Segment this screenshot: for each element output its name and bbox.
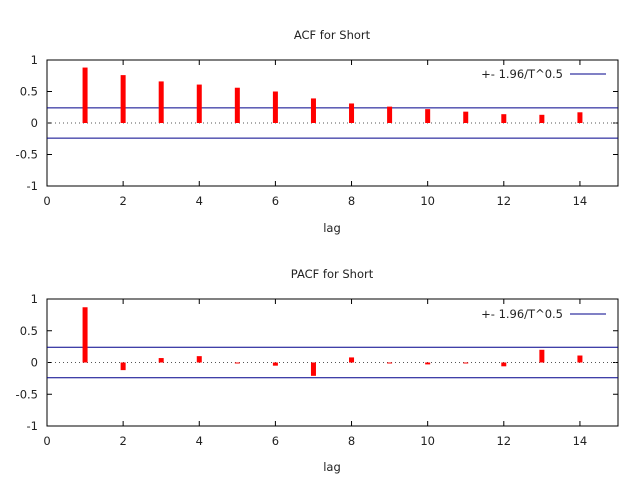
pacf-bar-lag-10	[425, 362, 431, 365]
pacf-ytick-label: -1	[27, 419, 38, 433]
acf-bar-lag-13	[539, 114, 545, 123]
acf-xtick-label: 6	[272, 194, 279, 208]
pacf-xtick-label: 2	[119, 434, 126, 448]
pacf-bars	[82, 307, 583, 376]
acf-ytick-label: -0.5	[16, 148, 38, 162]
pacf-title: PACF for Short	[291, 267, 374, 281]
pacf-bar-lag-11	[463, 362, 469, 364]
pacf-ytick-label: -0.5	[16, 387, 38, 401]
acf-title: ACF for Short	[294, 28, 371, 42]
pacf-bar-lag-2	[120, 362, 126, 371]
acf-xtick-label: 8	[348, 194, 355, 208]
pacf-bar-lag-13	[539, 349, 545, 363]
pacf-xtick-label: 14	[573, 434, 588, 448]
acf-bar-lag-5	[234, 87, 240, 123]
pacf-ticks: 0 2 4 6 8 10 12 14 1 0.5 0 -0.5 -1	[16, 292, 618, 448]
pacf-bar-lag-9	[387, 362, 393, 364]
acf-xtick-label: 12	[496, 194, 511, 208]
acf-bar-lag-10	[425, 109, 431, 123]
acf-xtick-label: 14	[573, 194, 588, 208]
pacf-legend: +- 1.96/T^0.5	[481, 307, 606, 321]
acf-ytick-label: 0	[31, 116, 38, 130]
pacf-xtick-label: 12	[496, 434, 511, 448]
acf-bar-lag-2	[120, 75, 126, 123]
acf-bar-lag-8	[349, 103, 355, 123]
acf-bar-lag-3	[158, 81, 164, 123]
acf-xtick-label: 2	[119, 194, 126, 208]
pacf-ytick-label: 0.5	[20, 324, 38, 338]
acf-legend: +- 1.96/T^0.5	[481, 67, 606, 81]
acf-ytick-label: 1	[31, 53, 38, 67]
acf-ytick-label: 0.5	[20, 85, 38, 99]
pacf-panel: PACF for Short 0 2 4 6 8 10 12 14 1 0.5 0 -0.5 -1 +-…	[16, 267, 619, 474]
pacf-bar-lag-14	[577, 355, 583, 363]
acf-legend-label: +- 1.96/T^0.5	[481, 67, 563, 81]
pacf-xtick-label: 8	[348, 434, 355, 448]
pacf-bar-lag-4	[196, 356, 202, 363]
acf-bar-lag-6	[272, 91, 278, 123]
acf-panel: ACF for Short 0 2 4 6 8 10 12 14 1 0.5 0 -0.5 -1 +- …	[16, 28, 619, 235]
pacf-bar-lag-7	[310, 362, 316, 376]
pacf-bar-lag-8	[349, 357, 355, 363]
pacf-bar-lag-5	[234, 362, 240, 364]
pacf-bar-lag-1	[82, 307, 88, 363]
pacf-xtick-label: 10	[420, 434, 435, 448]
pacf-ytick-label: 1	[31, 292, 38, 306]
acf-bar-lag-4	[196, 84, 202, 123]
acf-xtick-label: 0	[43, 194, 50, 208]
acf-bar-lag-14	[577, 112, 583, 123]
pacf-ytick-label: 0	[31, 356, 38, 370]
pacf-xtick-label: 4	[196, 434, 203, 448]
pacf-bar-lag-12	[501, 362, 507, 367]
acf-xtick-label: 4	[196, 194, 203, 208]
pacf-xtick-label: 6	[272, 434, 279, 448]
pacf-xlabel: lag	[323, 460, 341, 474]
acf-ticks: 0 2 4 6 8 10 12 14 1 0.5 0 -0.5 -1	[16, 53, 618, 208]
pacf-xtick-label: 0	[43, 434, 50, 448]
acf-ytick-label: -1	[27, 179, 38, 193]
pacf-bar-lag-6	[272, 362, 278, 366]
acf-xtick-label: 10	[420, 194, 435, 208]
acf-bar-lag-12	[501, 114, 507, 123]
acf-bar-lag-7	[310, 98, 316, 123]
pacf-bar-lag-3	[158, 358, 164, 363]
acf-xlabel: lag	[323, 221, 341, 235]
acf-bar-lag-1	[82, 67, 88, 123]
pacf-legend-label: +- 1.96/T^0.5	[481, 307, 563, 321]
acf-bars	[82, 67, 583, 123]
acf-bar-lag-9	[387, 106, 393, 123]
acf-bar-lag-11	[463, 111, 469, 123]
